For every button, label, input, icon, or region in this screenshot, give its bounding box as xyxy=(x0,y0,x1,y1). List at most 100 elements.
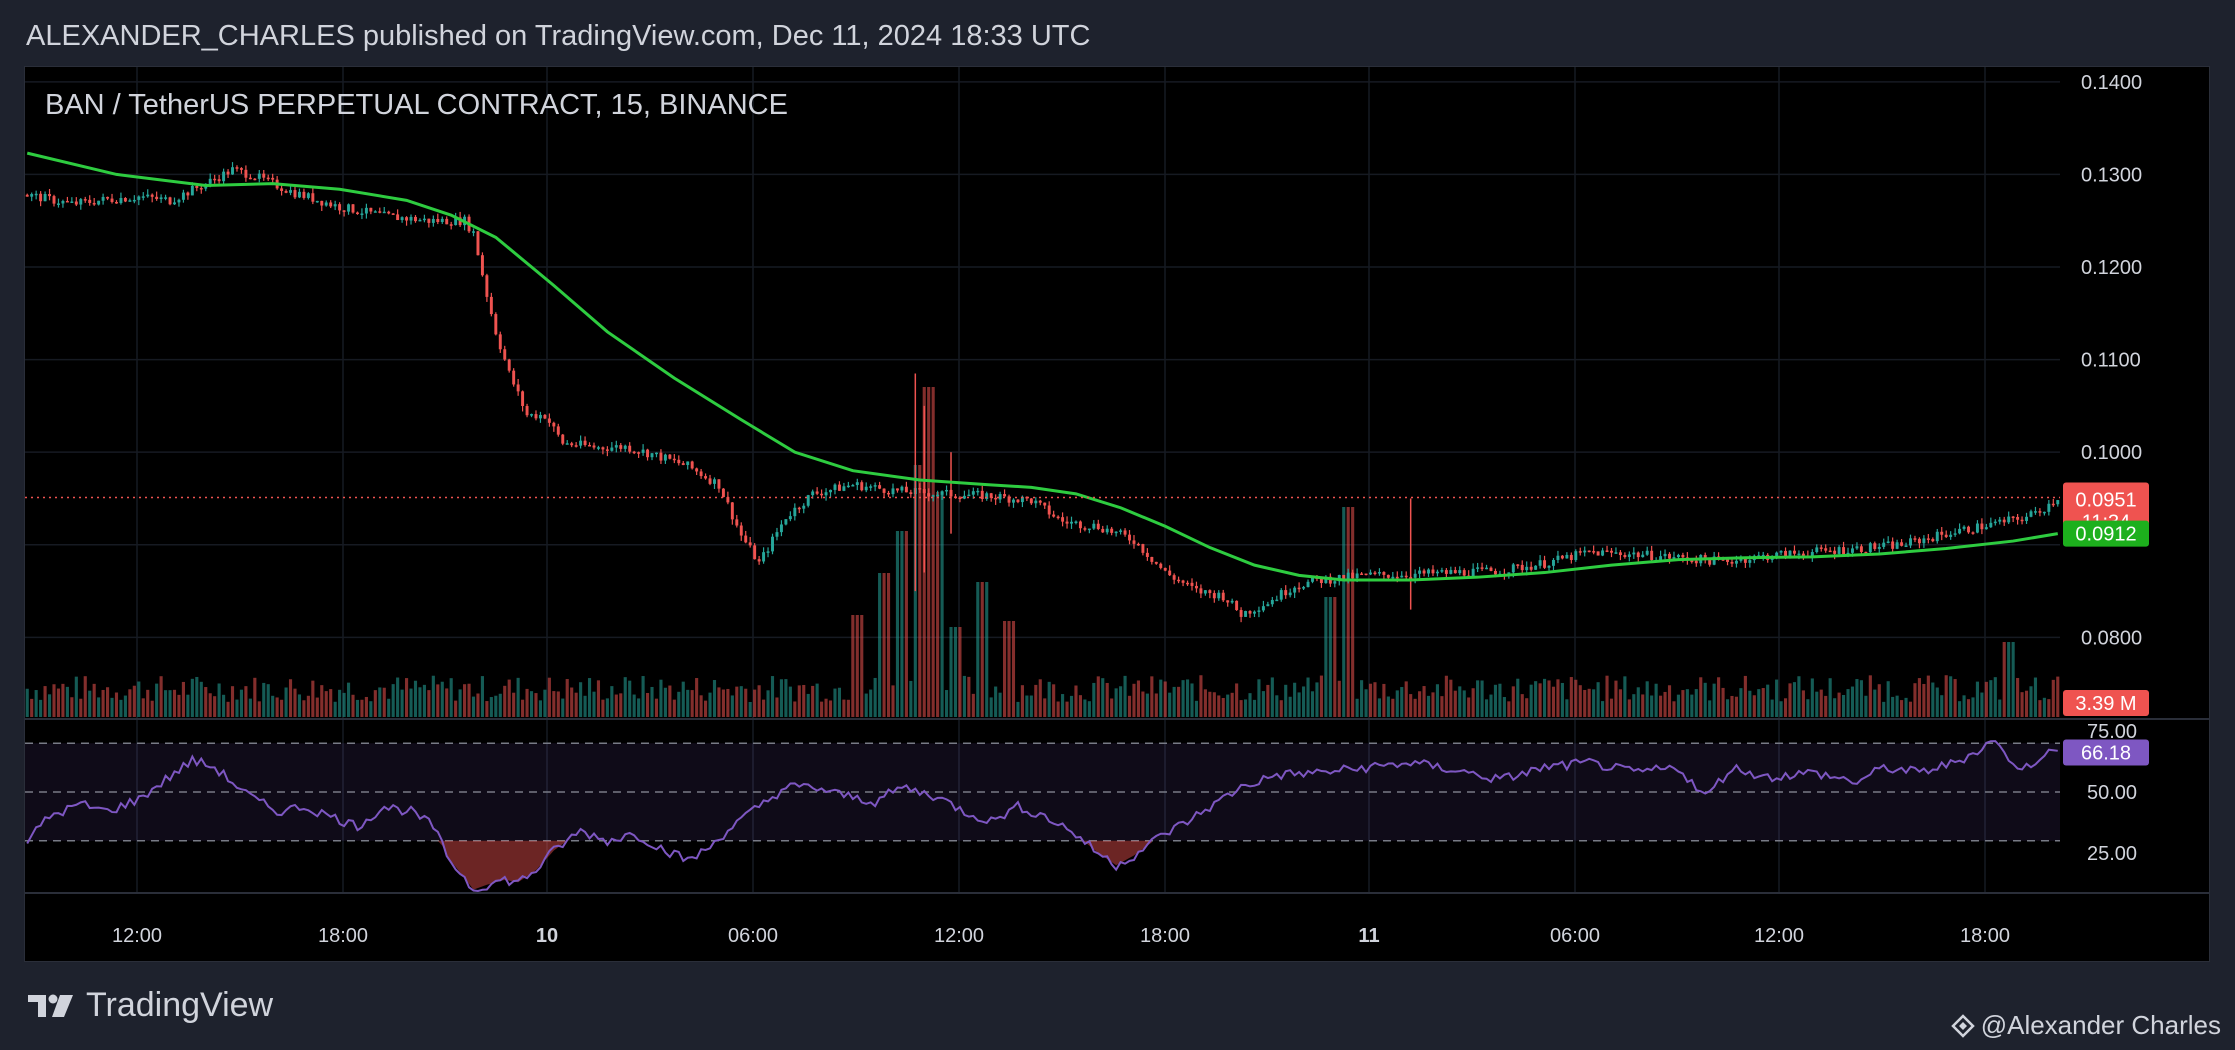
candle-body xyxy=(842,486,846,491)
candle-body xyxy=(864,486,868,491)
volume-bar xyxy=(815,683,819,717)
candle-body xyxy=(1953,533,1957,535)
candle-body xyxy=(1016,499,1020,503)
candle-body xyxy=(1534,565,1538,570)
volume-bar xyxy=(967,676,971,717)
volume-bar xyxy=(168,690,172,717)
candle-body xyxy=(753,545,757,560)
volume-bar xyxy=(645,692,650,717)
volume-bar xyxy=(1467,697,1471,717)
candle-body xyxy=(333,204,337,207)
candle-body xyxy=(824,492,828,496)
candle-body xyxy=(1694,560,1698,564)
candle-body xyxy=(106,196,110,199)
volume-bar xyxy=(637,698,641,717)
candle-body xyxy=(802,505,806,509)
candle-body xyxy=(1078,521,1082,529)
volume-bar xyxy=(503,685,507,717)
candle-body xyxy=(1400,575,1404,578)
candle-body xyxy=(1842,547,1846,555)
volume-bar xyxy=(114,692,119,717)
volume-bar xyxy=(150,700,154,717)
price-axis-label: 0.1400 xyxy=(2081,72,2142,94)
volume-bar xyxy=(1324,597,1328,717)
volume-bar xyxy=(1208,691,1212,717)
candle-body xyxy=(779,524,783,533)
volume-bar xyxy=(824,698,828,717)
price-axis-label: 0.0800 xyxy=(2081,627,2142,649)
candle-body xyxy=(396,214,400,221)
candle-body xyxy=(1025,496,1029,499)
candle-body xyxy=(1199,588,1203,594)
candle-body xyxy=(744,535,748,543)
volume-bar xyxy=(1074,685,1078,717)
candle-body xyxy=(43,194,47,202)
volume-bar xyxy=(1940,695,1944,717)
candle-body xyxy=(1846,552,1850,555)
candle-body xyxy=(579,440,583,446)
volume-bar xyxy=(230,686,235,717)
volume-bar xyxy=(1440,696,1444,717)
volume-bar xyxy=(1368,683,1373,717)
moving-average-line xyxy=(26,151,2059,582)
volume-bar xyxy=(1310,691,1315,717)
volume-bar xyxy=(851,615,855,717)
candle-body xyxy=(1967,526,1970,533)
volume-bar xyxy=(346,682,351,717)
volume-bar xyxy=(971,693,975,717)
candle-body xyxy=(1418,570,1422,574)
chart-canvas[interactable]: 0.1400 0.1300 0.1200 0.1100 0.1000 0.0800 75.0… xyxy=(25,67,2209,961)
candle-body xyxy=(1748,560,1752,563)
volume-bar xyxy=(1400,687,1404,717)
chart-frame[interactable]: 0.1400 0.1300 0.1200 0.1100 0.1000 0.0800 75.0… xyxy=(24,66,2210,962)
price-axis-label: 0.1100 xyxy=(2081,350,2141,372)
volume-bar xyxy=(88,690,92,717)
candle-body xyxy=(1190,582,1194,586)
volume-bar xyxy=(1458,686,1462,717)
candle-body xyxy=(123,198,127,202)
volume-bar xyxy=(1645,681,1649,717)
candle-body xyxy=(289,190,293,193)
volume-bar xyxy=(217,683,221,717)
candle-body xyxy=(1904,545,1908,548)
volume-bar xyxy=(1418,691,1422,717)
volume-bar xyxy=(396,677,400,717)
volume-bar xyxy=(1801,690,1805,717)
candle-body xyxy=(1351,572,1355,579)
candle-body xyxy=(918,488,922,490)
candle-body xyxy=(1293,587,1297,593)
candle-body xyxy=(1007,496,1011,503)
candle-body xyxy=(1668,553,1671,559)
candle-body xyxy=(583,440,587,446)
volume-bar xyxy=(1511,686,1515,717)
volume-bar xyxy=(1212,692,1216,717)
volume-bar xyxy=(409,688,413,717)
candle-body xyxy=(525,405,529,416)
tradingview-brand[interactable]: TradingView xyxy=(26,986,273,1025)
volume-bar xyxy=(931,387,935,717)
candle-body xyxy=(1212,593,1216,599)
candle-body xyxy=(1440,570,1444,572)
candle-body xyxy=(253,178,257,181)
candle-body xyxy=(1123,530,1127,535)
candle-body xyxy=(1734,560,1738,564)
candle-body xyxy=(1083,528,1087,530)
candle-body xyxy=(663,454,667,461)
candle-body xyxy=(431,218,435,223)
volume-bar xyxy=(1382,683,1386,717)
volume-bar xyxy=(302,700,306,717)
candle-body xyxy=(1574,551,1578,560)
candle-body xyxy=(364,207,368,214)
volume-bar xyxy=(2024,690,2029,717)
volume-bar xyxy=(83,676,87,717)
volume-bar xyxy=(2007,642,2011,717)
volume-bar xyxy=(454,700,458,717)
candle-body xyxy=(195,185,199,189)
volume-bar xyxy=(2020,692,2024,717)
volume-bar xyxy=(172,689,177,717)
candle-body xyxy=(646,449,650,458)
volume-bar xyxy=(1980,692,1984,717)
candle-body xyxy=(1333,581,1337,584)
volume-bar xyxy=(360,699,364,717)
volume-bar xyxy=(1623,676,1627,717)
